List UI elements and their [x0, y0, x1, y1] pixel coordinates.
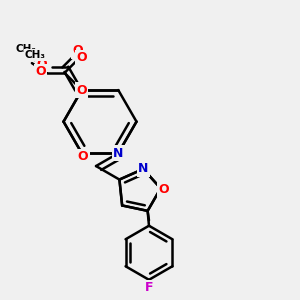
- Text: N: N: [113, 147, 123, 160]
- Text: O: O: [36, 58, 46, 71]
- Text: N: N: [138, 163, 148, 176]
- Text: O: O: [158, 183, 169, 196]
- Text: O: O: [78, 150, 88, 164]
- Text: CH₃: CH₃: [16, 44, 37, 54]
- Text: F: F: [145, 281, 153, 294]
- Text: F: F: [145, 281, 153, 294]
- Text: O: O: [72, 44, 83, 57]
- Text: O: O: [35, 65, 46, 78]
- Text: CH₃: CH₃: [25, 50, 46, 60]
- Text: O: O: [77, 51, 87, 64]
- Text: O: O: [35, 65, 46, 78]
- Text: N: N: [113, 147, 123, 160]
- Text: O: O: [76, 83, 87, 97]
- Text: O: O: [77, 51, 87, 64]
- Text: N: N: [138, 160, 148, 173]
- Text: O: O: [158, 182, 169, 195]
- Text: O: O: [78, 150, 88, 164]
- Text: CH₃: CH₃: [25, 50, 46, 60]
- Text: O: O: [76, 83, 87, 97]
